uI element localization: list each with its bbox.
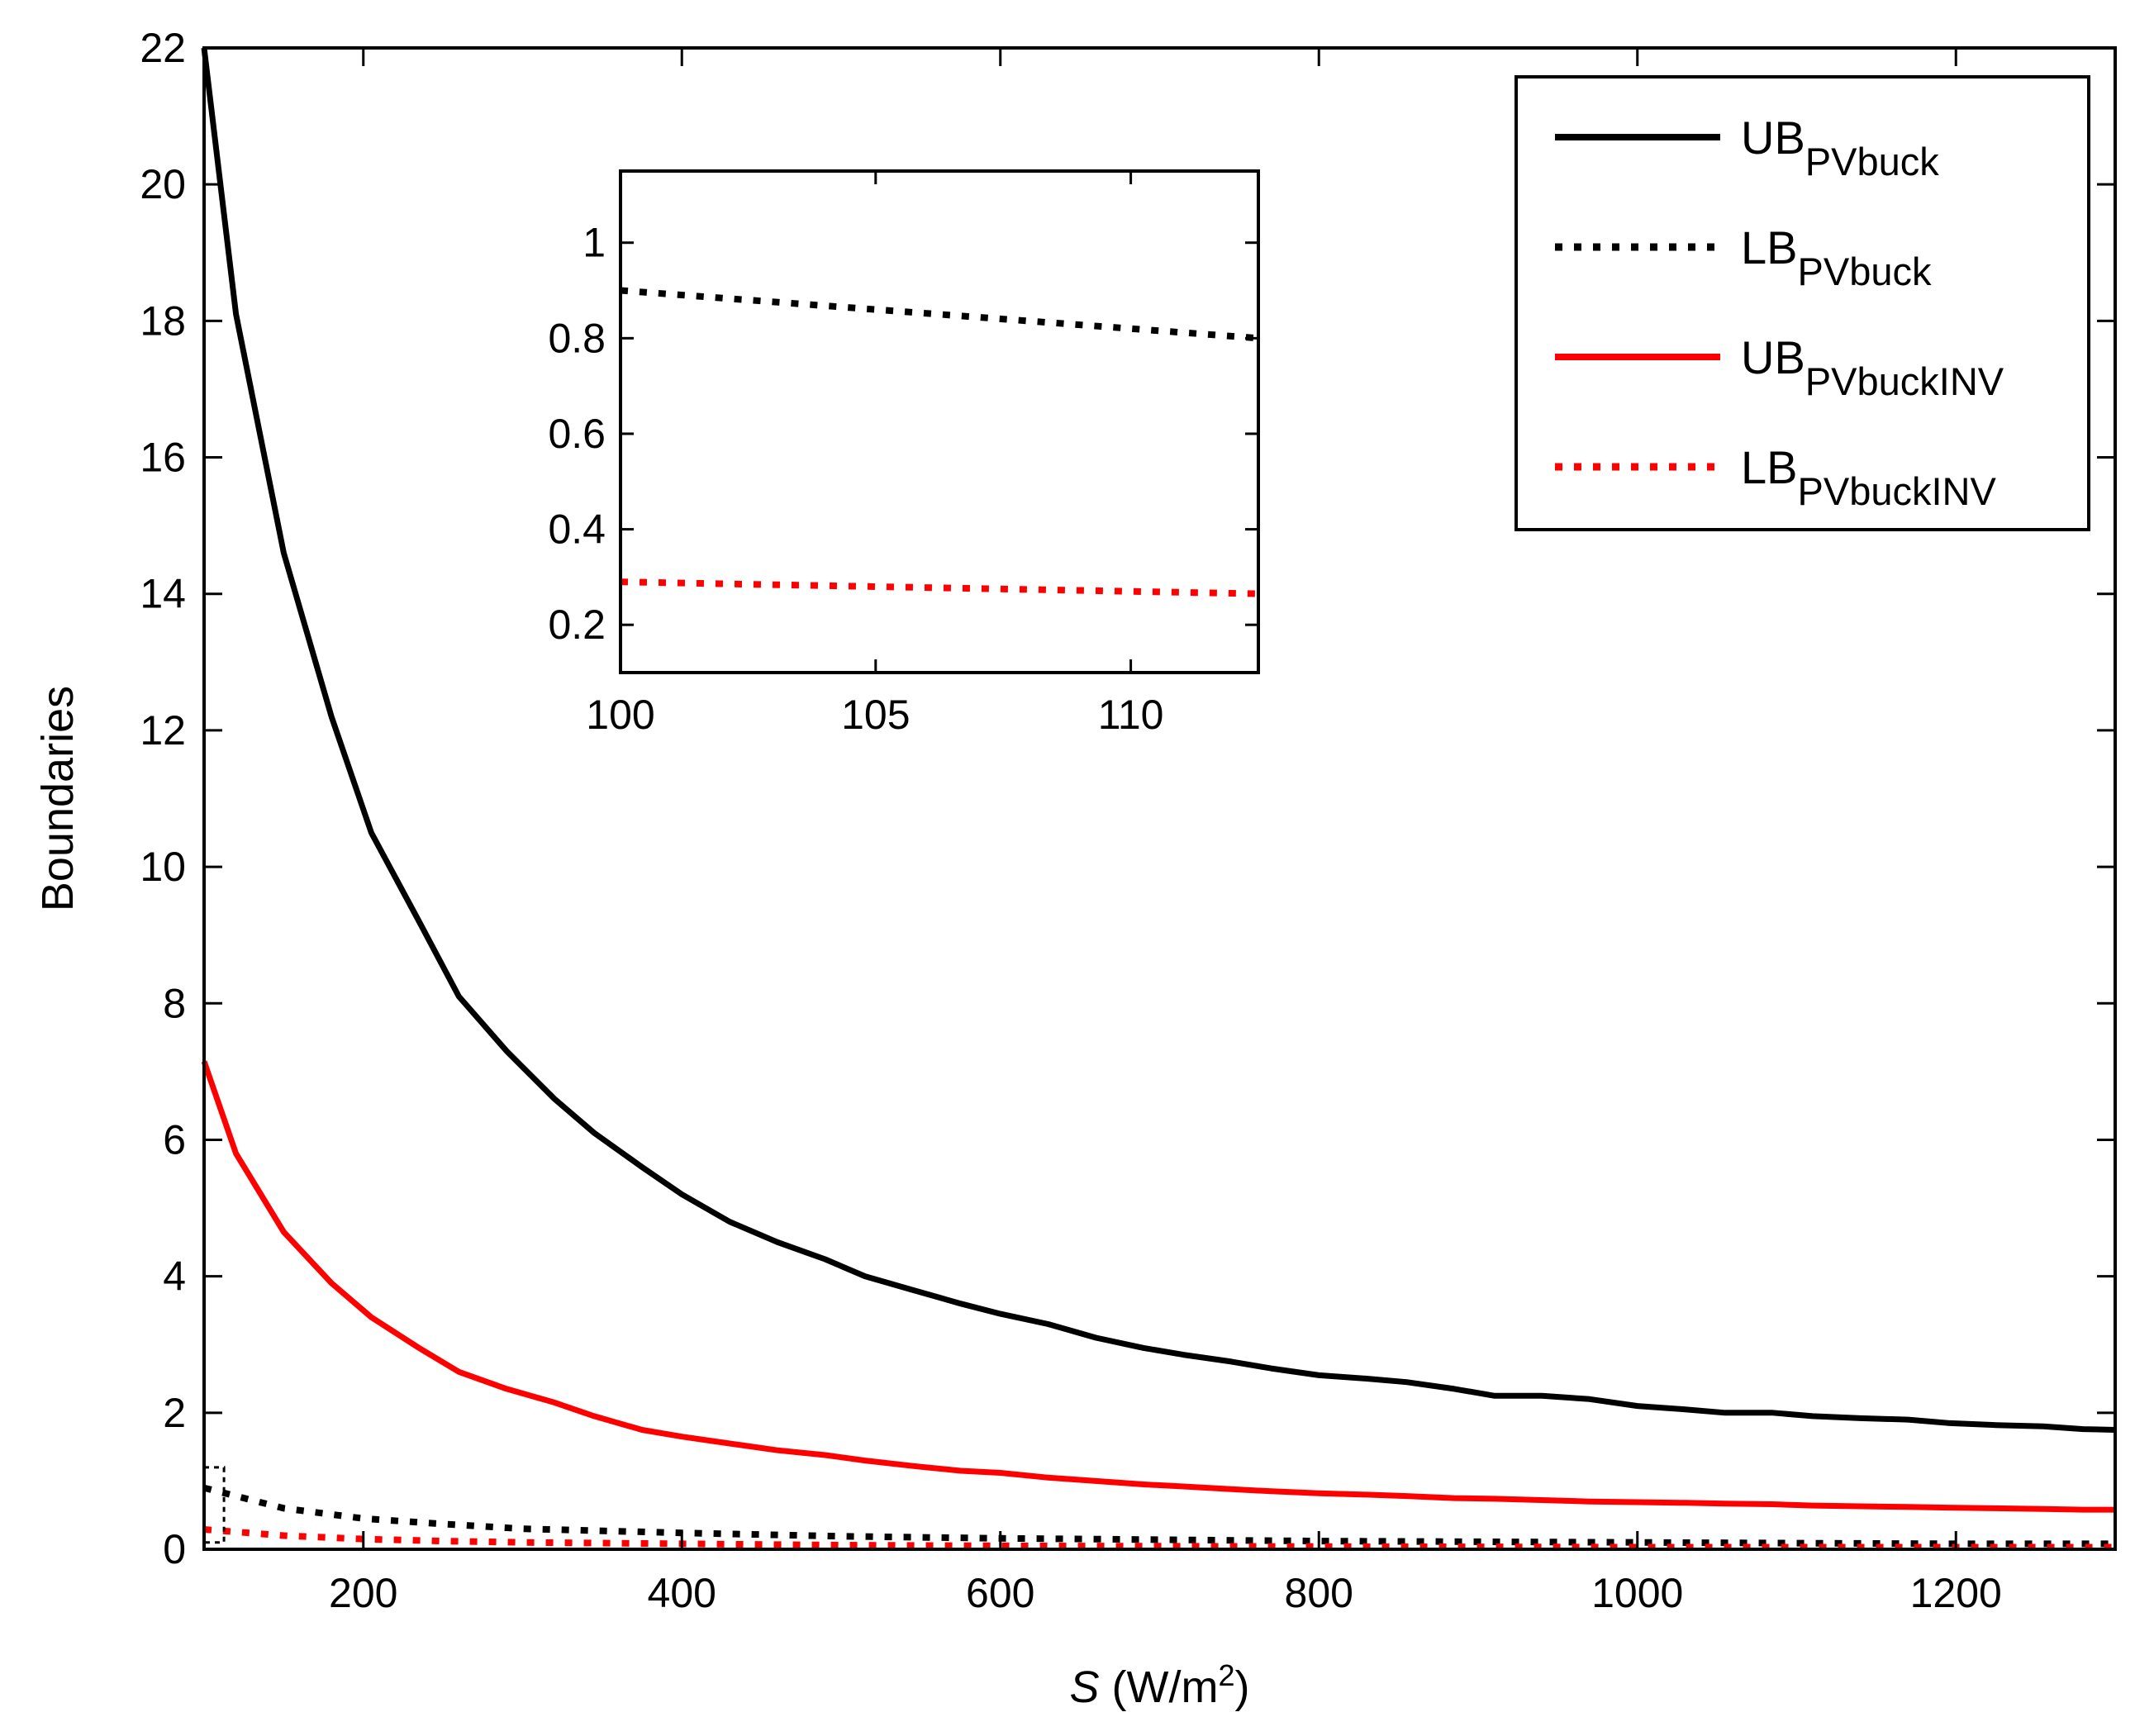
inset-x-tick-label: 105 [841, 692, 910, 738]
inset-x-tick-label: 100 [586, 692, 654, 738]
y-tick-label: 4 [163, 1253, 186, 1300]
y-tick-label: 14 [140, 571, 186, 617]
x-tick-label: 1000 [1591, 1570, 1683, 1616]
y-tick-label: 12 [140, 707, 186, 754]
y-axis-title: Boundaries [33, 686, 83, 911]
x-tick-label: 1200 [1910, 1570, 2002, 1616]
inset-series-group [620, 287, 1259, 597]
inset-y-tick-label: 0.8 [548, 315, 606, 361]
inset-series-line-lb-pvbuck [620, 287, 1259, 342]
x-axis-title-exponent: 2 [1218, 1658, 1234, 1692]
series-line-ub-pvbuck [201, 47, 2116, 1433]
inset-y-tick-label: 0.6 [548, 411, 606, 457]
legend-box [1514, 75, 2090, 531]
legend-label-ub-pvbuckinv: UBPVbuckINV [1741, 331, 2004, 403]
legend-label-subscript: PVbuckINV [1805, 359, 2004, 403]
x-tick-label: 600 [966, 1570, 1034, 1616]
legend-label-subscript: PVbuck [1798, 250, 1932, 293]
x-axis-title-close: ) [1235, 1662, 1250, 1712]
y-tick-label: 0 [163, 1526, 186, 1572]
legend-label-subscript: PVbuckINV [1798, 469, 1997, 513]
y-tick-label: 10 [140, 844, 186, 890]
inset-background [621, 171, 1258, 673]
legend-label-main: UB [1741, 331, 1805, 383]
main-plot: 200 400 600 800 1000 1200 0 2 4 6 8 10 12 14 16 18 20 22 [140, 25, 2117, 1616]
y-tick-label: 16 [140, 435, 186, 481]
x-tick-label: 800 [1285, 1570, 1353, 1616]
legend-label-ub-pvbuck: UBPVbuck [1741, 112, 1939, 183]
x-axis-title-unit: (W/m [1100, 1662, 1219, 1712]
inset-y-tick-label: 0.2 [548, 602, 606, 648]
legend-label-lb-pvbuckinv: LBPVbuckINV [1741, 441, 1996, 513]
inset-plot-frame [619, 169, 1260, 674]
x-axis-title-variable: S [1070, 1662, 1100, 1712]
series-line-lb-pvbuckinv [203, 1526, 2115, 1551]
x-axis-title: S (W/m2) [1070, 1658, 1250, 1713]
y-tick-label: 20 [140, 161, 186, 207]
legend-label-main: LB [1741, 221, 1798, 273]
inset-x-tick-label: 110 [1098, 692, 1164, 738]
x-tick-label: 200 [329, 1570, 397, 1616]
legend-label-lb-pvbuck: LBPVbuck [1741, 221, 1932, 293]
main-ticks-group: 200 400 600 800 1000 1200 0 2 4 6 8 10 12 14 16 18 20 22 [140, 25, 2115, 1616]
series-line-ub-pvbuckinv [201, 1060, 2115, 1513]
x-tick-label: 400 [648, 1570, 716, 1616]
y-tick-label: 18 [140, 297, 186, 344]
y-tick-label: 6 [163, 1116, 186, 1163]
y-tick-label: 22 [140, 25, 186, 71]
y-tick-label: 8 [163, 980, 186, 1026]
main-plot-frame [202, 46, 2117, 1551]
inset-plot: 100 105 110 0.2 0.4 0.6 0.8 1 [548, 169, 1260, 738]
inset-y-tick-label: 0.4 [548, 507, 606, 553]
legend-label-main: UB [1741, 112, 1805, 164]
inset-y-tick-label: 1 [582, 220, 606, 266]
y-tick-label: 2 [163, 1390, 186, 1436]
inset-ticks-group: 100 105 110 0.2 0.4 0.6 0.8 1 [548, 171, 1258, 738]
legend-label-main: LB [1741, 441, 1798, 493]
legend-label-subscript: PVbuck [1805, 140, 1939, 183]
